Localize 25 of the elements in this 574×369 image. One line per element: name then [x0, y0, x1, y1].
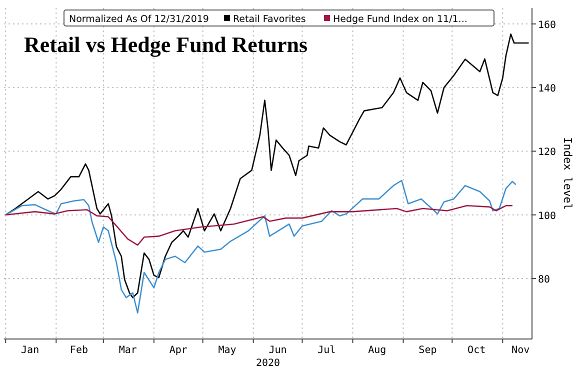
x-tick-label: Aug	[368, 345, 386, 356]
x-tick-label: Nov	[512, 345, 530, 356]
line-series	[4, 204, 514, 246]
x-tick-label: Sep	[418, 345, 437, 356]
legend-title: Normalized As Of 12/31/2019	[69, 14, 209, 25]
y-tick-label: 100	[538, 210, 556, 222]
legend-label: Retail Favorites	[233, 14, 306, 25]
y-tick-label: 120	[538, 147, 556, 158]
y-tick-label: 140	[538, 84, 556, 95]
text: Retail vs Hedge Fund Returns	[24, 32, 308, 57]
legend-label: Hedge Fund Index on 11/1...	[333, 14, 468, 25]
y-tick-label: 80	[538, 274, 550, 286]
x-tick-label: Jul	[318, 345, 336, 356]
x-tick-label: Oct	[468, 345, 486, 356]
x-axis-title: 2020	[256, 358, 280, 369]
x-tick-label: Jan	[21, 345, 40, 356]
y-axis-title: Index level	[561, 137, 574, 210]
line-series	[4, 33, 530, 298]
x-tick-label: Mar	[118, 345, 137, 356]
x-tick-label: Apr	[169, 345, 188, 356]
y-tick-label: 160	[538, 20, 556, 31]
x-tick-label: Feb	[70, 345, 88, 356]
x-tick-label: Jun	[268, 345, 287, 356]
line-series	[4, 180, 516, 314]
x-tick-label: May	[218, 345, 236, 356]
